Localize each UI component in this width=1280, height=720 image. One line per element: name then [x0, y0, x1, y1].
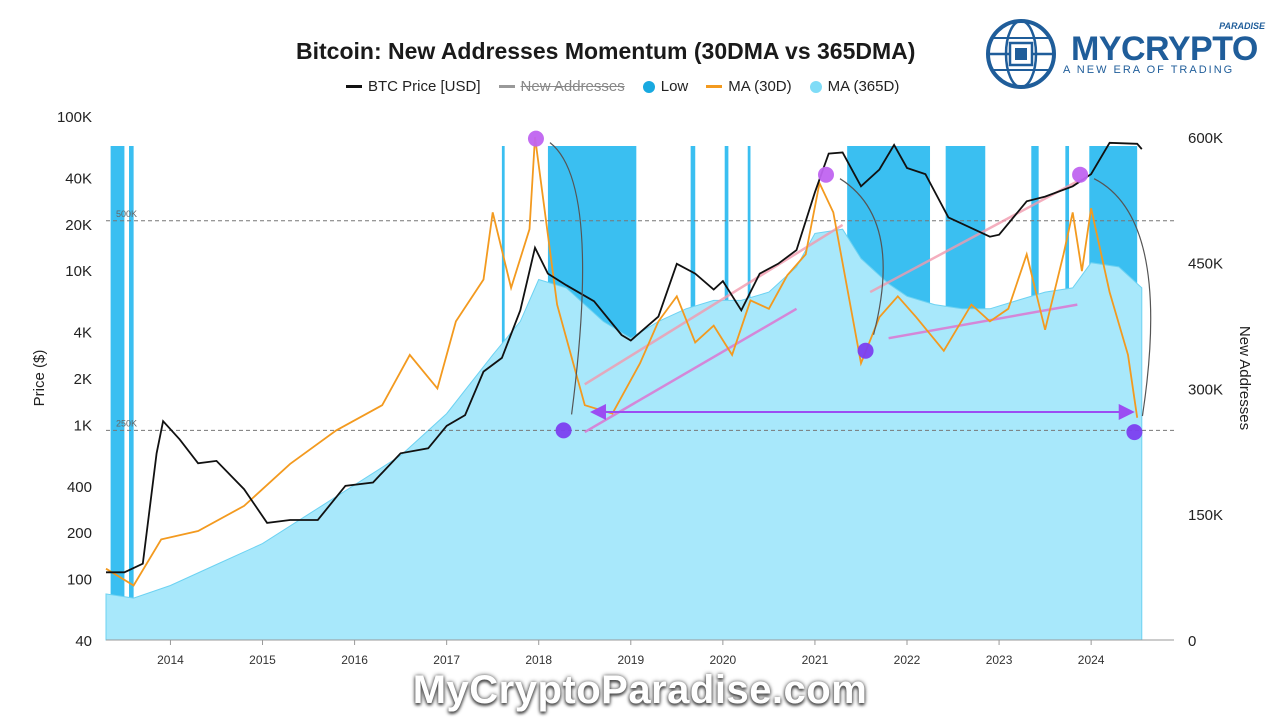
y-right-tick-label-3: 150K [1188, 507, 1223, 524]
y-right-axis-label: New Addresses [1236, 326, 1253, 430]
x-tick-label-2019: 2019 [617, 653, 644, 667]
ref-line-label-0: 500K [116, 209, 137, 219]
footer-watermark: MyCryptoParadise.com [412, 668, 868, 712]
x-tick-label-2024: 2024 [1078, 653, 1105, 667]
globe-chip-icon [986, 19, 1056, 89]
legend-item-new-addresses[interactable]: New Addresses [498, 78, 625, 95]
marker-dot-5 [1126, 424, 1143, 441]
curve-arrow-0 [549, 142, 584, 415]
ref-line-label-1: 250K [116, 418, 137, 428]
y-right-tick-label-2: 300K [1188, 381, 1223, 398]
chart-legend: BTC Price [USD] New Addresses Low MA (30… [346, 78, 899, 95]
y-left-tick-label-7: 400 [67, 479, 92, 496]
x-tick-label-2015: 2015 [249, 653, 276, 667]
marker-dot-1 [555, 422, 572, 439]
legend-item-btc-price[interactable]: BTC Price [USD] [346, 78, 481, 95]
ma-30d-line [105, 136, 1139, 587]
y-left-axis-label: Price ($) [31, 350, 48, 407]
chart-title: Bitcoin: New Addresses Momentum (30DMA v… [296, 38, 916, 64]
trend-line-7 [584, 223, 844, 386]
trend-line-9 [869, 177, 1083, 294]
low-band-1 [129, 146, 134, 640]
legend-item-ma-365d[interactable]: MA (365D) [809, 78, 900, 95]
curve-arrow-2 [1093, 178, 1152, 417]
legend-label-btc-price: BTC Price [USD] [368, 78, 481, 95]
marker-dot-2 [817, 166, 834, 183]
x-tick-label-2020: 2020 [710, 653, 737, 667]
y-left-tick-label-6: 1K [74, 417, 92, 434]
y-left-tick-label-1: 40K [65, 170, 92, 187]
legend-label-ma-365d: MA (365D) [827, 78, 900, 95]
brand-logo: PARADISE MYCRYPTO A NEW ERA OF TRADING [985, 18, 1275, 90]
marker-dot-3 [857, 342, 874, 359]
legend-swatch-ma-30d [706, 85, 723, 88]
x-tick-label-2018: 2018 [525, 653, 552, 667]
legend-label-new-addresses: New Addresses [520, 78, 625, 95]
annotations [527, 130, 1152, 441]
y-left-tick-label-2: 20K [65, 217, 92, 234]
marker-dot-4 [1072, 166, 1089, 183]
y-right-tick-label-1: 450K [1188, 256, 1223, 273]
curve-arrow-1 [839, 178, 884, 335]
legend-swatch-ma-365d [809, 80, 822, 93]
y-left-tick-label-8: 200 [67, 525, 92, 542]
x-tick-label-2016: 2016 [341, 653, 368, 667]
y-left-tick-label-5: 2K [74, 371, 92, 388]
trend-line-10 [888, 303, 1078, 340]
y-left-tick-label-10: 40 [75, 633, 92, 650]
btc-price-line [106, 141, 1143, 574]
x-tick-label-2022: 2022 [894, 653, 921, 667]
y-left-tick-label-9: 100 [67, 572, 92, 589]
x-tick-label-2021: 2021 [802, 653, 829, 667]
x-tick-label-2014: 2014 [157, 653, 184, 667]
legend-item-ma-30d[interactable]: MA (30D) [706, 78, 792, 95]
y-left-tick-label-4: 4K [74, 325, 92, 342]
y-right-tick-label-0: 600K [1188, 130, 1223, 147]
legend-swatch-new-addresses [498, 85, 515, 88]
y-left-tick-label-3: 10K [65, 263, 92, 280]
y-right-tick-label-4: 0 [1188, 633, 1196, 650]
brand-sub: PARADISE [1219, 21, 1265, 31]
ma-365d-area [105, 228, 1143, 641]
legend-item-low[interactable]: Low [642, 78, 689, 95]
low-band-0 [110, 146, 125, 640]
legend-swatch-btc-price [346, 85, 362, 88]
legend-label-low: Low [660, 78, 689, 95]
marker-dot-0 [527, 130, 544, 147]
reference-lines: 500K 250K [106, 209, 1174, 431]
y-left-tick-label-0: 100K [57, 109, 92, 126]
legend-label-ma-30d: MA (30D) [728, 78, 792, 95]
brand-tagline: A NEW ERA OF TRADING [1063, 64, 1235, 76]
axes: 2014 2015 2016 2017 2018 2019 2020 2021 2022 2023… [31, 109, 1253, 667]
x-tick-label-2017: 2017 [433, 653, 460, 667]
legend-swatch-low [642, 80, 655, 93]
brand-name: MYCRYPTO [1071, 30, 1258, 68]
x-tick-label-2023: 2023 [986, 653, 1013, 667]
